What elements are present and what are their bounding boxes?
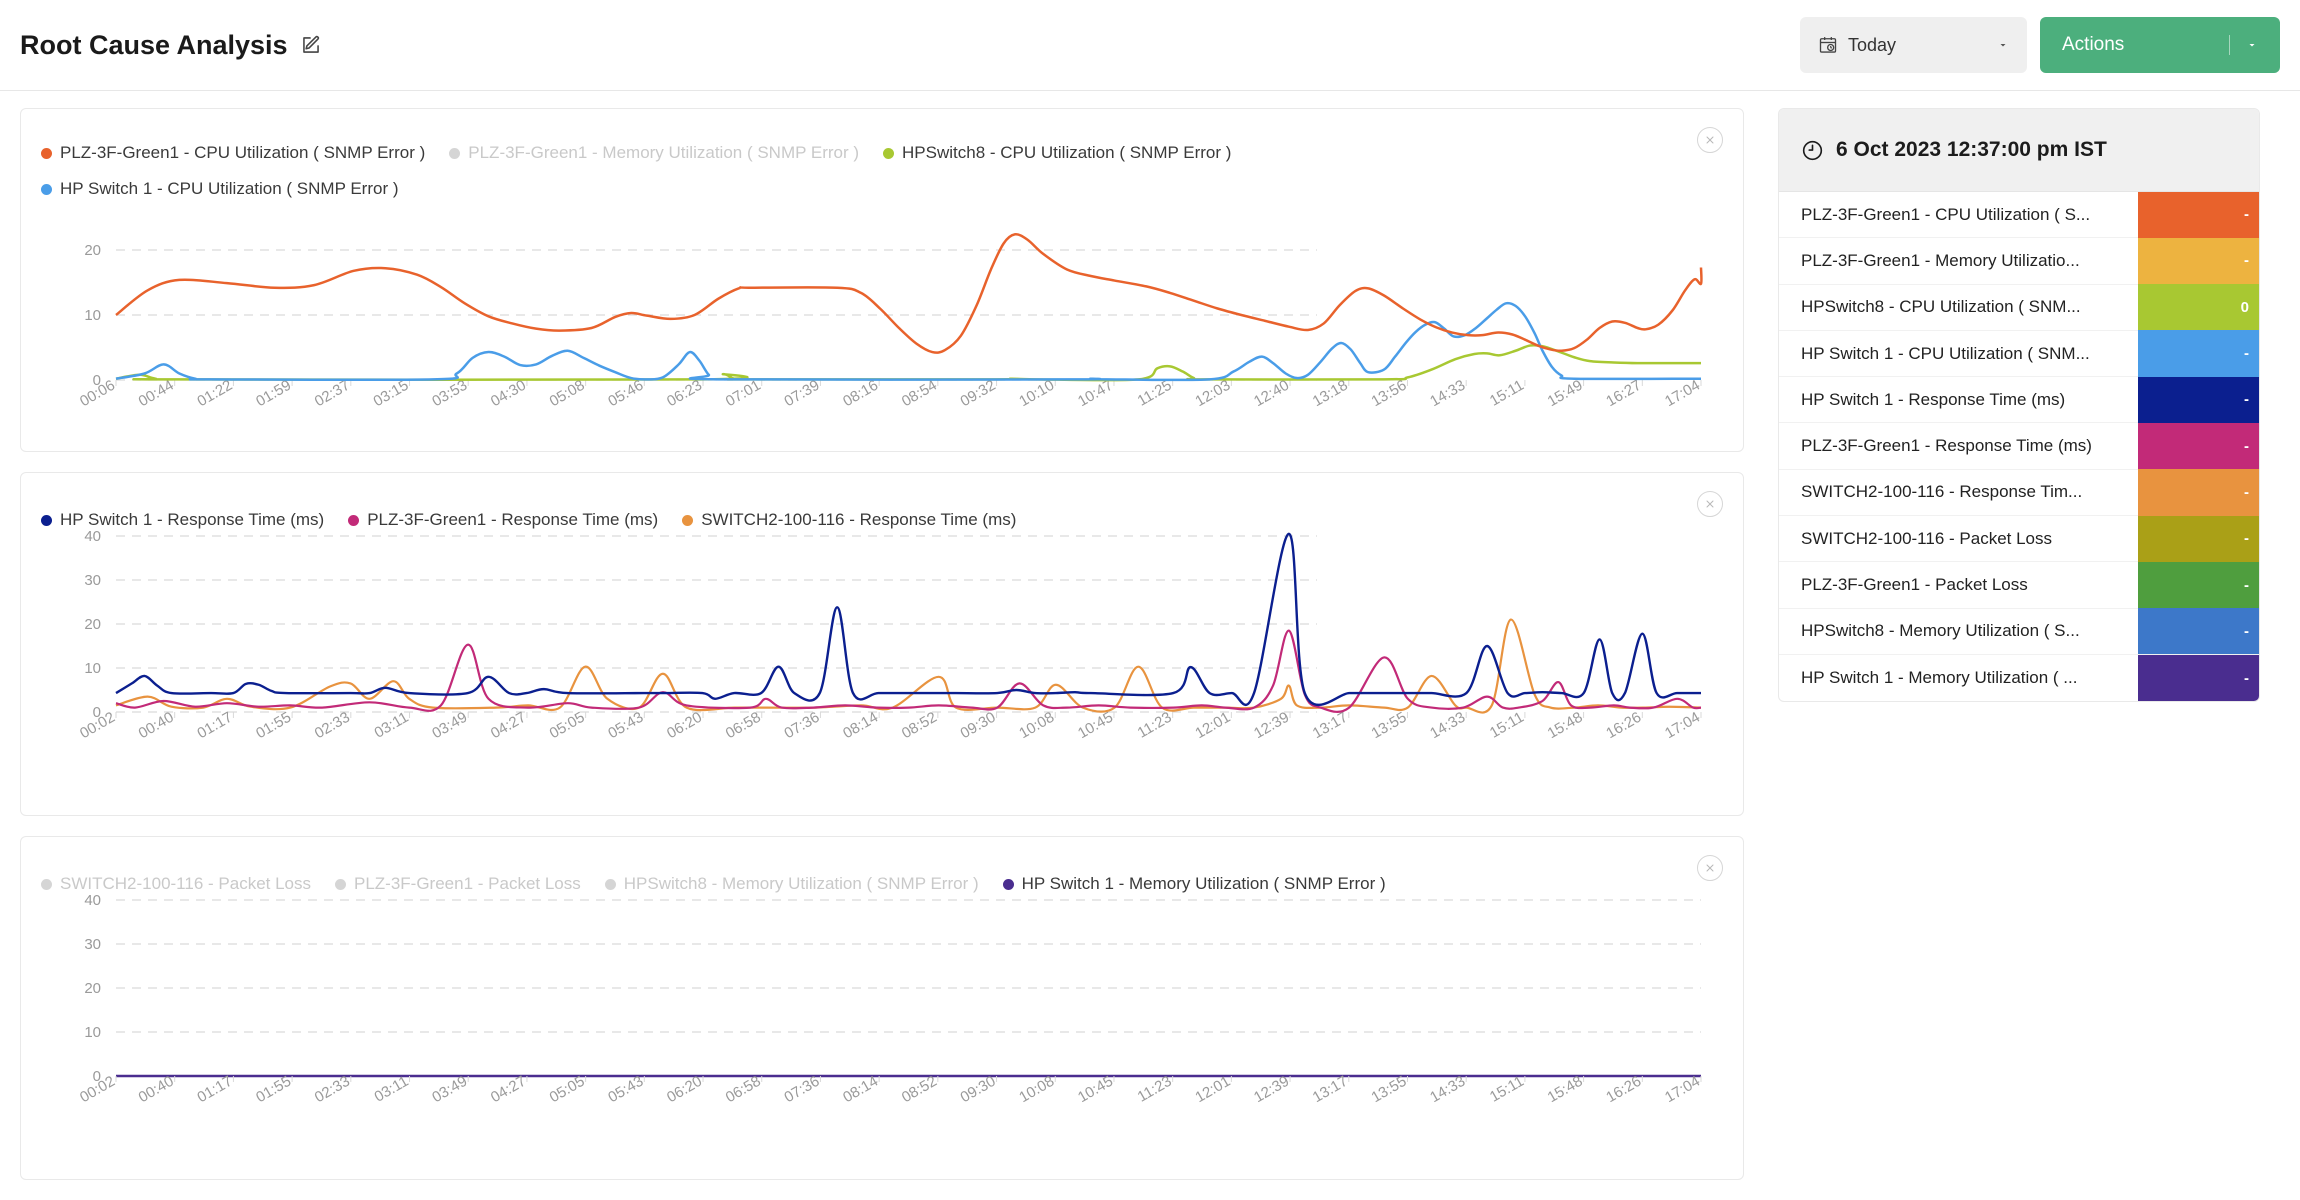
svg-text:16:26: 16:26 (1603, 709, 1644, 742)
svg-text:01:59: 01:59 (253, 377, 294, 410)
svg-text:01:17: 01:17 (194, 709, 235, 742)
svg-text:05:43: 05:43 (605, 1073, 646, 1106)
svg-text:15:11: 15:11 (1487, 1073, 1527, 1106)
svg-text:17:04: 17:04 (1662, 709, 1703, 742)
svg-text:14:33: 14:33 (1427, 1073, 1468, 1106)
svg-text:10:10: 10:10 (1016, 377, 1057, 410)
svg-text:30: 30 (84, 936, 101, 953)
svg-text:00:40: 00:40 (136, 1073, 177, 1106)
svg-text:04:30: 04:30 (488, 377, 529, 410)
svg-text:12:40: 12:40 (1251, 377, 1292, 410)
svg-text:07:01: 07:01 (723, 377, 764, 410)
svg-text:10:47: 10:47 (1075, 377, 1116, 410)
svg-text:15:11: 15:11 (1487, 377, 1527, 410)
svg-text:06:20: 06:20 (664, 709, 705, 742)
svg-text:13:18: 13:18 (1310, 377, 1351, 410)
svg-text:16:26: 16:26 (1603, 1073, 1644, 1106)
svg-text:13:55: 13:55 (1368, 709, 1409, 742)
svg-text:13:55: 13:55 (1368, 1073, 1409, 1106)
svg-text:30: 30 (84, 572, 101, 589)
svg-text:05:08: 05:08 (547, 377, 588, 410)
svg-text:00:44: 00:44 (136, 377, 177, 410)
svg-text:05:43: 05:43 (605, 709, 646, 742)
svg-text:15:48: 15:48 (1545, 1073, 1586, 1106)
svg-text:06:58: 06:58 (723, 709, 764, 742)
svg-text:40: 40 (84, 528, 101, 545)
svg-text:04:27: 04:27 (488, 709, 529, 742)
svg-text:07:36: 07:36 (781, 709, 822, 742)
svg-text:12:01: 12:01 (1192, 709, 1233, 742)
svg-text:02:33: 02:33 (312, 709, 353, 742)
svg-text:09:30: 09:30 (958, 1073, 999, 1106)
svg-text:10:45: 10:45 (1075, 709, 1116, 742)
svg-text:20: 20 (84, 242, 101, 259)
svg-text:09:32: 09:32 (958, 377, 999, 410)
svg-text:06:23: 06:23 (664, 377, 705, 410)
svg-text:10: 10 (84, 1024, 101, 1041)
svg-text:03:15: 03:15 (371, 377, 412, 410)
svg-text:08:52: 08:52 (899, 1073, 940, 1106)
svg-text:12:39: 12:39 (1251, 1073, 1292, 1106)
svg-text:10: 10 (84, 660, 101, 677)
svg-text:07:36: 07:36 (781, 1073, 822, 1106)
svg-text:05:05: 05:05 (547, 1073, 588, 1106)
svg-text:17:04: 17:04 (1662, 1073, 1703, 1106)
svg-text:06:58: 06:58 (723, 1073, 764, 1106)
svg-text:13:17: 13:17 (1310, 709, 1351, 742)
svg-text:08:16: 08:16 (840, 377, 881, 410)
svg-text:07:39: 07:39 (781, 377, 822, 410)
svg-text:40: 40 (84, 892, 101, 909)
svg-text:00:40: 00:40 (136, 709, 177, 742)
svg-text:01:17: 01:17 (194, 1073, 235, 1106)
svg-text:05:05: 05:05 (547, 709, 588, 742)
svg-text:10:08: 10:08 (1016, 709, 1057, 742)
svg-text:12:39: 12:39 (1251, 709, 1292, 742)
svg-text:20: 20 (84, 616, 101, 633)
svg-text:08:54: 08:54 (899, 377, 940, 410)
svg-text:14:33: 14:33 (1427, 709, 1468, 742)
svg-text:14:33: 14:33 (1427, 377, 1468, 410)
svg-text:03:53: 03:53 (429, 377, 470, 410)
svg-text:04:27: 04:27 (488, 1073, 529, 1106)
svg-text:15:48: 15:48 (1545, 709, 1586, 742)
svg-text:08:52: 08:52 (899, 709, 940, 742)
svg-text:02:37: 02:37 (312, 377, 353, 410)
svg-text:10:08: 10:08 (1016, 1073, 1057, 1106)
svg-text:03:11: 03:11 (371, 1073, 411, 1106)
svg-text:10: 10 (84, 307, 101, 324)
svg-text:06:20: 06:20 (664, 1073, 705, 1106)
svg-text:03:11: 03:11 (371, 709, 411, 742)
svg-text:09:30: 09:30 (958, 709, 999, 742)
svg-text:02:33: 02:33 (312, 1073, 353, 1106)
svg-text:20: 20 (84, 980, 101, 997)
svg-text:08:14: 08:14 (840, 1073, 881, 1106)
svg-text:10:45: 10:45 (1075, 1073, 1116, 1106)
svg-text:03:49: 03:49 (429, 1073, 470, 1106)
svg-text:15:49: 15:49 (1545, 377, 1586, 410)
svg-text:12:03: 12:03 (1192, 377, 1233, 410)
svg-text:05:46: 05:46 (605, 377, 646, 410)
svg-text:12:01: 12:01 (1192, 1073, 1233, 1106)
svg-text:13:17: 13:17 (1310, 1073, 1351, 1106)
svg-text:16:27: 16:27 (1603, 377, 1644, 410)
svg-text:08:14: 08:14 (840, 709, 881, 742)
svg-text:17:04: 17:04 (1662, 377, 1703, 410)
svg-text:11:23: 11:23 (1135, 709, 1175, 742)
svg-text:13:56: 13:56 (1368, 377, 1409, 410)
svg-text:11:25: 11:25 (1135, 377, 1175, 410)
svg-text:11:23: 11:23 (1135, 1073, 1175, 1106)
svg-text:01:55: 01:55 (253, 709, 294, 742)
svg-text:03:49: 03:49 (429, 709, 470, 742)
svg-text:01:55: 01:55 (253, 1073, 294, 1106)
svg-text:01:22: 01:22 (194, 377, 235, 410)
svg-text:15:11: 15:11 (1487, 709, 1527, 742)
